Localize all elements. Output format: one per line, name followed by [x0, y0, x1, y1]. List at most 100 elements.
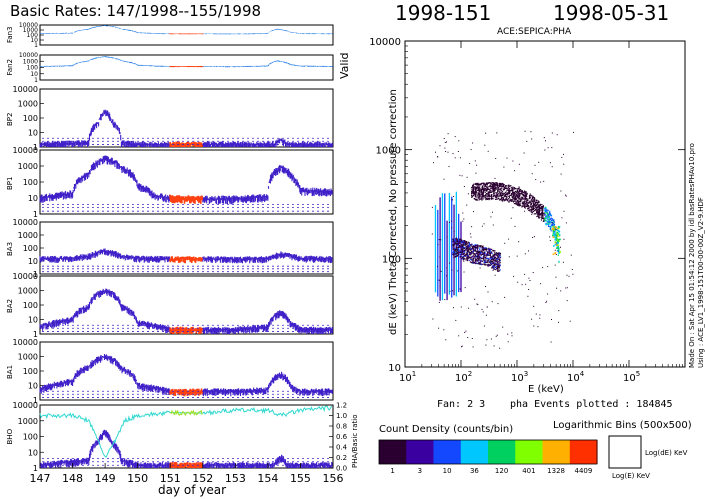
event-point: [550, 225, 552, 227]
event-point: [542, 214, 544, 216]
event-point: [483, 252, 485, 254]
y-tick-label: 1000: [18, 417, 38, 426]
event-point: [460, 244, 462, 246]
event-point: [447, 151, 449, 153]
event-point: [503, 184, 505, 186]
event-point: [530, 202, 532, 204]
event-point: [525, 191, 527, 193]
event-point: [554, 241, 557, 243]
event-point: [472, 258, 474, 260]
event-point: [498, 185, 500, 187]
event-point: [501, 183, 503, 185]
event-point: [489, 186, 491, 188]
event-point: [548, 213, 550, 215]
event-point: [556, 250, 558, 252]
event-point: [485, 286, 486, 287]
event-point: [552, 226, 555, 228]
event-point: [456, 250, 458, 252]
event-point: [507, 333, 509, 335]
event-point: [519, 193, 521, 196]
event-point: [560, 246, 561, 248]
event-point: [538, 207, 540, 209]
event-point: [504, 199, 506, 201]
event-point: [485, 248, 487, 250]
event-point: [459, 246, 461, 248]
event-point: [496, 188, 498, 190]
event-point: [498, 199, 501, 201]
event-point: [501, 187, 503, 189]
event-point: [518, 198, 520, 200]
event-point: [471, 243, 473, 245]
event-point: [474, 194, 477, 196]
event-point: [556, 231, 559, 234]
event-point: [553, 224, 555, 226]
event-point: [557, 235, 559, 238]
event-point: [539, 204, 541, 206]
event-point: [467, 255, 469, 257]
event-point: [482, 195, 484, 197]
event-point: [490, 198, 492, 200]
event-point: [545, 302, 547, 303]
event-point: [537, 211, 539, 213]
event-point: [506, 196, 508, 198]
event-point: [550, 218, 552, 221]
event-point: [465, 248, 467, 250]
event-point: [498, 252, 500, 254]
color-bar-cell: [460, 440, 489, 464]
event-point: [540, 219, 542, 221]
event-point: [542, 267, 544, 269]
event-point: [565, 194, 566, 196]
event-point: [490, 187, 492, 189]
event-point: [483, 183, 486, 185]
event-point: [534, 207, 536, 209]
event-point: [469, 261, 472, 263]
event-point: [439, 145, 441, 147]
event-point: [492, 249, 494, 252]
event-point: [560, 190, 562, 192]
event-point: [533, 202, 535, 204]
event-point: [530, 208, 532, 210]
event-point: [494, 267, 496, 269]
event-point: [497, 188, 499, 190]
event-point: [526, 140, 528, 142]
event-point: [548, 221, 550, 223]
event-point: [538, 210, 540, 212]
event-point: [460, 255, 462, 257]
color-bar-cell: [379, 440, 407, 464]
event-point: [488, 248, 490, 250]
event-point: [489, 258, 491, 260]
x-tick-label: 105: [623, 370, 640, 384]
event-point: [463, 255, 465, 257]
event-point: [513, 188, 515, 190]
event-point: [554, 231, 556, 233]
event-point: [505, 199, 508, 201]
event-point: [502, 193, 504, 196]
event-point: [487, 253, 489, 255]
event-point: [497, 303, 499, 305]
event-point: [517, 204, 519, 206]
scatter-y-label: dE (keV) Theta Corrected, No pressure co…: [388, 89, 399, 335]
event-point: [459, 245, 461, 247]
event-point: [528, 209, 530, 211]
event-point: [497, 195, 499, 197]
event-point: [499, 257, 501, 259]
event-point: [461, 241, 463, 243]
event-point: [482, 255, 485, 257]
panel-name: Fan3: [6, 26, 14, 43]
event-point: [558, 234, 561, 236]
event-point: [528, 277, 530, 279]
rate-trace: [39, 288, 333, 334]
event-point: [516, 194, 519, 196]
event-point: [504, 242, 506, 244]
event-point: [520, 190, 522, 192]
event-point: [515, 202, 517, 204]
event-point: [484, 264, 486, 266]
event-point: [527, 202, 530, 204]
event-point: [437, 244, 439, 246]
event-point: [525, 196, 527, 198]
event-point: [474, 191, 476, 194]
event-point: [484, 185, 486, 187]
event-point: [496, 183, 498, 185]
event-point: [524, 200, 526, 202]
event-point: [515, 197, 517, 199]
